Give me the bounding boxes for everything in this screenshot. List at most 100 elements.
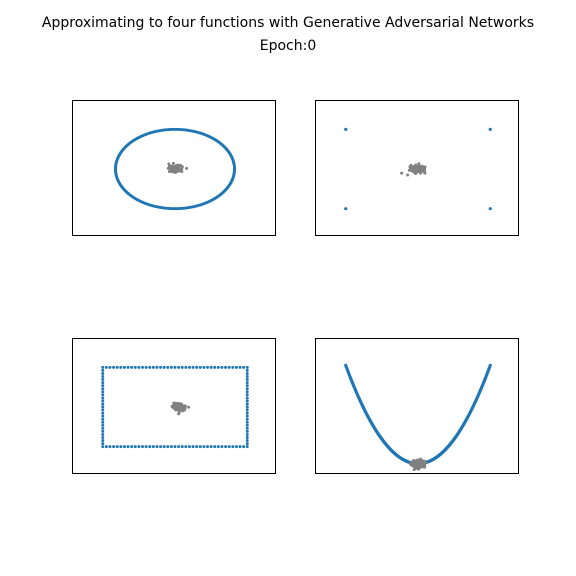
target-point <box>101 411 105 415</box>
target-point <box>101 408 105 412</box>
generated-point <box>173 404 177 408</box>
target-point <box>245 368 249 372</box>
target-point <box>245 374 249 378</box>
target-point <box>206 365 210 369</box>
target-point <box>133 445 137 449</box>
target-point <box>209 445 213 449</box>
plot-circle <box>114 127 236 211</box>
target-point <box>344 207 348 211</box>
target-point <box>101 442 105 446</box>
target-point <box>488 127 492 131</box>
target-point <box>245 417 249 421</box>
target-point <box>115 365 119 369</box>
generated-point <box>179 164 183 168</box>
target-point <box>101 378 105 382</box>
target-point <box>115 445 119 449</box>
target-point <box>245 426 249 430</box>
generated-point <box>412 165 416 169</box>
target-point <box>227 445 231 449</box>
target-point <box>166 445 170 449</box>
target-point <box>101 445 105 449</box>
target-point <box>133 365 137 369</box>
target-point <box>184 445 188 449</box>
generated-point <box>400 171 404 175</box>
target-point <box>245 423 249 427</box>
generated-point <box>173 169 177 173</box>
target-point <box>101 436 105 440</box>
target-point <box>195 365 199 369</box>
target-point <box>101 365 105 369</box>
target-point <box>101 405 105 409</box>
generated-point <box>420 169 424 173</box>
generated-point <box>180 406 184 410</box>
target-point <box>119 365 123 369</box>
target-point <box>144 445 148 449</box>
target-point <box>488 363 492 368</box>
target-point <box>122 365 126 369</box>
target-point <box>198 365 202 369</box>
target-point <box>101 399 105 403</box>
target-point <box>245 411 249 415</box>
generated-point <box>421 464 425 468</box>
target-point <box>202 365 206 369</box>
target-point <box>220 365 224 369</box>
target-point <box>130 445 134 449</box>
generated-point <box>412 468 416 472</box>
target-point <box>232 168 236 172</box>
target-point <box>173 365 177 369</box>
target-point <box>245 371 249 375</box>
target-point <box>177 365 181 369</box>
target-point <box>101 374 105 378</box>
target-point <box>101 371 105 375</box>
target-point <box>101 423 105 427</box>
target-point <box>242 445 246 449</box>
target-point <box>245 393 249 397</box>
target-point <box>101 368 105 372</box>
generated-point <box>185 166 189 170</box>
generated-point <box>414 166 418 170</box>
figure-title: Approximating to four functions with Gen… <box>41 15 535 31</box>
plot-parabola <box>344 363 492 472</box>
target-point <box>101 420 105 424</box>
target-point <box>202 445 206 449</box>
target-point <box>344 127 348 131</box>
target-point <box>126 365 130 369</box>
target-point <box>137 445 141 449</box>
panel-square-corners <box>315 100 519 236</box>
generated-point <box>406 173 410 177</box>
target-point <box>151 445 155 449</box>
target-point <box>191 445 195 449</box>
target-point <box>119 445 123 449</box>
target-point <box>159 445 163 449</box>
generated-point <box>177 404 181 408</box>
target-point <box>101 396 105 400</box>
target-point <box>101 432 105 436</box>
target-point <box>245 420 249 424</box>
target-point <box>159 365 163 369</box>
target-point <box>245 442 249 446</box>
target-point <box>195 445 199 449</box>
target-point <box>112 365 116 369</box>
target-point <box>122 445 126 449</box>
target-point <box>245 399 249 403</box>
target-point <box>101 426 105 430</box>
target-point <box>130 365 134 369</box>
target-point <box>216 445 220 449</box>
panel-rectangle <box>72 338 276 474</box>
target-point <box>148 365 152 369</box>
target-point <box>101 387 105 391</box>
generated-point <box>417 463 421 467</box>
target-point <box>245 365 249 369</box>
target-point <box>101 429 105 433</box>
generated-point <box>183 406 187 410</box>
generated-point <box>174 408 178 412</box>
generated-point <box>413 169 417 173</box>
target-point <box>242 365 246 369</box>
generated-point <box>170 165 174 169</box>
generated-point <box>177 410 181 414</box>
target-point <box>227 365 231 369</box>
generated-point <box>409 167 413 171</box>
target-point <box>101 381 105 385</box>
plot-rectangle <box>101 365 249 449</box>
target-point <box>104 445 108 449</box>
